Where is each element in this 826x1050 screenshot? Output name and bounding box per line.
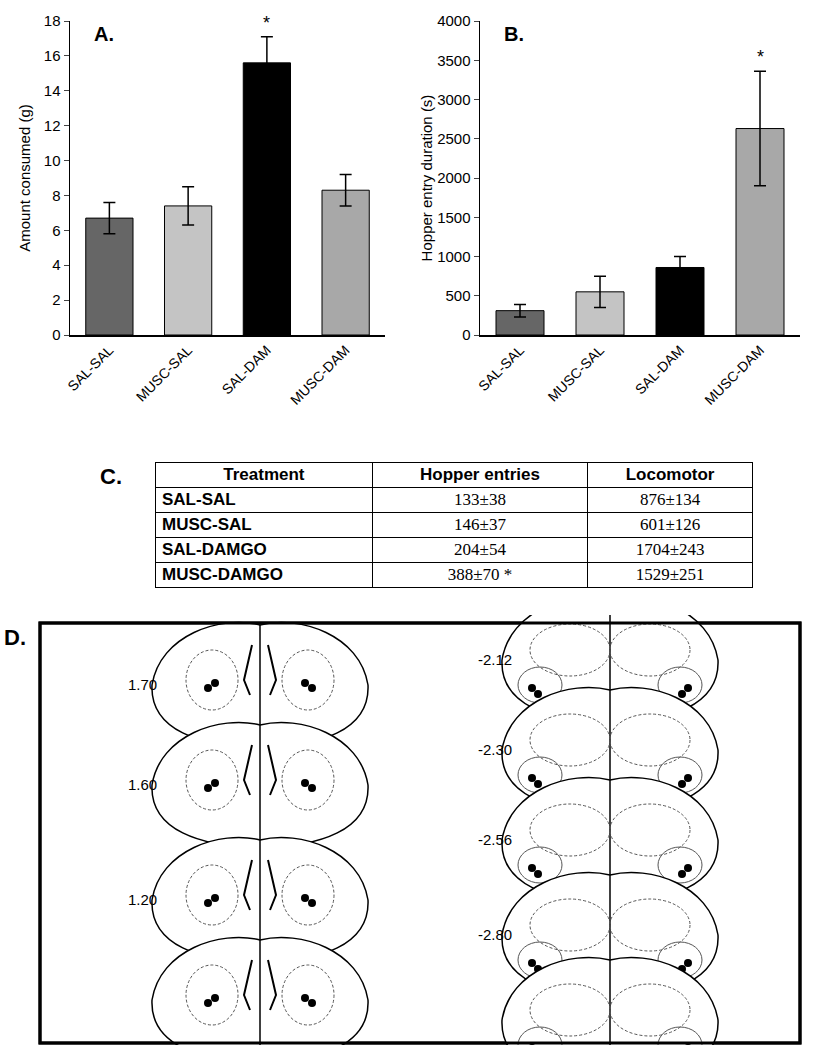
svg-text:3500: 3500 bbox=[437, 52, 470, 69]
svg-text:MUSC-SAL: MUSC-SAL bbox=[133, 342, 196, 405]
svg-text:Amount consumed (g): Amount consumed (g) bbox=[16, 104, 33, 252]
svg-text:Hopper entry duration (s): Hopper entry duration (s) bbox=[418, 95, 435, 262]
svg-text:SAL-SAL: SAL-SAL bbox=[64, 342, 116, 394]
svg-text:SAL-SAL: SAL-SAL bbox=[475, 342, 527, 394]
svg-text:3000: 3000 bbox=[437, 91, 470, 108]
html-text:1704±243: 1704±243 bbox=[635, 540, 705, 559]
html-text:Locomotor: Locomotor bbox=[625, 465, 715, 484]
svg-text:-2.12: -2.12 bbox=[478, 651, 512, 668]
html-text:MUSC-SAL: MUSC-SAL bbox=[162, 515, 252, 534]
svg-text:2500: 2500 bbox=[437, 130, 470, 147]
html-text:C.: C. bbox=[100, 464, 122, 489]
html-text:SAL-DAMGO: SAL-DAMGO bbox=[162, 540, 267, 559]
svg-text:8: 8 bbox=[52, 187, 60, 204]
svg-text:SAL-DAM: SAL-DAM bbox=[219, 342, 274, 397]
svg-text:2: 2 bbox=[52, 291, 60, 308]
svg-text:1.70: 1.70 bbox=[128, 676, 157, 693]
svg-text:-2.56: -2.56 bbox=[478, 831, 512, 848]
html-text:146±37: 146±37 bbox=[454, 515, 506, 534]
html-text:204±54: 204±54 bbox=[454, 540, 506, 559]
svg-text:12: 12 bbox=[44, 117, 61, 134]
svg-text:0: 0 bbox=[462, 326, 470, 343]
svg-text:16: 16 bbox=[44, 47, 61, 64]
svg-text:A.: A. bbox=[94, 23, 114, 45]
html-text:Hopper entries: Hopper entries bbox=[420, 465, 540, 484]
svg-text:*: * bbox=[757, 47, 764, 67]
svg-text:-2.30: -2.30 bbox=[478, 741, 512, 758]
html-text:601±126: 601±126 bbox=[639, 515, 701, 534]
svg-text:0: 0 bbox=[52, 326, 60, 343]
svg-text:B.: B. bbox=[504, 23, 524, 45]
svg-text:D.: D. bbox=[4, 625, 26, 650]
svg-text:1.60: 1.60 bbox=[128, 776, 157, 793]
svg-text:4000: 4000 bbox=[437, 12, 470, 29]
svg-text:14: 14 bbox=[44, 82, 61, 99]
svg-text:MUSC-DAM: MUSC-DAM bbox=[701, 342, 767, 408]
svg-text:*: * bbox=[263, 13, 270, 33]
svg-text:2000: 2000 bbox=[437, 169, 470, 186]
svg-text:MUSC-DAM: MUSC-DAM bbox=[287, 342, 353, 408]
html-text:MUSC-DAMGO: MUSC-DAMGO bbox=[162, 565, 283, 584]
svg-text:-2.80: -2.80 bbox=[478, 926, 512, 943]
svg-text:18: 18 bbox=[44, 12, 61, 29]
html-text:876±134: 876±134 bbox=[639, 490, 701, 509]
svg-text:MUSC-SAL: MUSC-SAL bbox=[545, 342, 608, 405]
svg-text:1000: 1000 bbox=[437, 248, 470, 265]
svg-text:1500: 1500 bbox=[437, 209, 470, 226]
html-text:SAL-SAL: SAL-SAL bbox=[162, 490, 236, 509]
html-text:Treatment: Treatment bbox=[223, 465, 305, 484]
svg-text:10: 10 bbox=[44, 152, 61, 169]
html-text:388±70 *: 388±70 * bbox=[447, 565, 513, 584]
svg-text:4: 4 bbox=[52, 256, 60, 273]
html-text:1529±251: 1529±251 bbox=[635, 565, 705, 584]
svg-text:SAL-DAM: SAL-DAM bbox=[632, 342, 687, 397]
html-text:133±38: 133±38 bbox=[454, 490, 506, 509]
svg-text:1.20: 1.20 bbox=[128, 891, 157, 908]
svg-text:500: 500 bbox=[445, 287, 470, 304]
svg-text:6: 6 bbox=[52, 222, 60, 239]
